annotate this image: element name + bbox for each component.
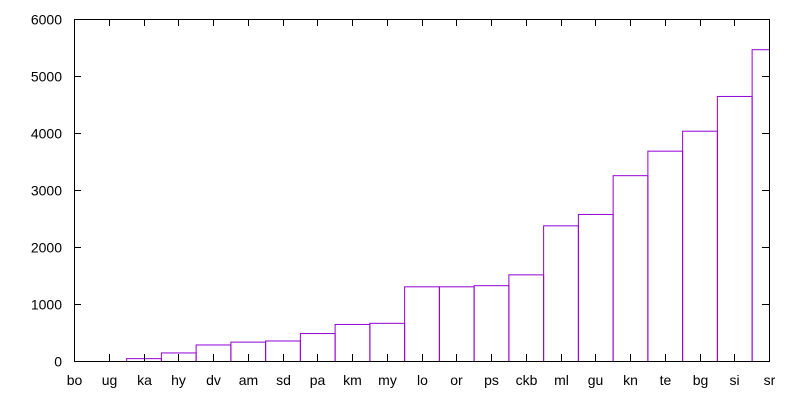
bar-ckb [508, 274, 545, 362]
bar-bg [682, 130, 718, 362]
bar-lo [404, 286, 440, 362]
x-tick-label: lo [417, 372, 428, 388]
bar-sr [751, 49, 770, 363]
x-tick-label: ml [554, 372, 569, 388]
y-tick-label: 5000 [31, 69, 62, 85]
x-tick-label: te [660, 372, 672, 388]
y-tick-label: 2000 [31, 240, 62, 256]
bar-ml [543, 225, 579, 362]
axes-layer [74, 19, 770, 362]
x-tick-label: pa [310, 372, 326, 388]
x-tick-label: kn [623, 372, 638, 388]
bar-ps [473, 285, 510, 362]
x-tick-label: or [450, 372, 463, 388]
y-tick-label: 0 [54, 354, 62, 370]
bar-gu [577, 213, 614, 362]
x-tick-label: ps [484, 372, 499, 388]
labels-layer: 0 1000 2000 3000 4000 5000 6000 bo ug ka hy dv am sd p… [31, 12, 776, 389]
x-tick-label: sr [764, 372, 776, 388]
x-tick-label: ckb [516, 372, 538, 388]
bar-kn [612, 175, 649, 362]
y-tick-label: 1000 [31, 297, 62, 313]
bars-layer [126, 49, 770, 363]
plot-border [74, 19, 770, 362]
x-tick-label: hy [171, 372, 186, 388]
x-tick-label: si [729, 372, 739, 388]
bar-si [716, 95, 753, 362]
bar-te [647, 150, 684, 362]
x-tick-label: bg [693, 372, 709, 388]
x-tick-label: ka [137, 372, 152, 388]
y-tick-label: 6000 [31, 12, 62, 28]
x-tick-label: my [378, 372, 397, 388]
x-tick-label: ug [102, 372, 118, 388]
bar-or [438, 286, 475, 362]
x-tick-label: bo [67, 372, 83, 388]
x-tick-label: dv [206, 372, 221, 388]
x-tick-label: km [343, 372, 362, 388]
x-tick-label: am [239, 372, 258, 388]
x-tick-label: gu [588, 372, 604, 388]
x-tick-label: sd [276, 372, 291, 388]
y-tick-label: 4000 [31, 126, 62, 142]
y-tick-label: 3000 [31, 183, 62, 199]
